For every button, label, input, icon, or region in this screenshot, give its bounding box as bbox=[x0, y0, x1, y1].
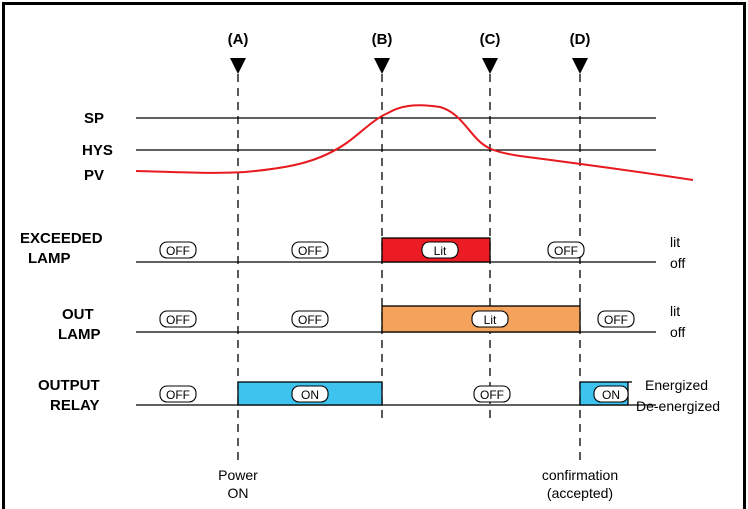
exceeded-title-1: EXCEEDED bbox=[20, 230, 103, 247]
confirmation-label-1: confirmation bbox=[542, 467, 618, 483]
exceeded-state-4: OFF bbox=[554, 244, 578, 258]
out-state-2: OFF bbox=[298, 313, 322, 327]
exceeded-state-1: OFF bbox=[166, 244, 190, 258]
row-output-relay: OUTPUT RELAY OFF ON OFF ON Energized De-… bbox=[38, 377, 720, 414]
out-state-1: OFF bbox=[166, 313, 190, 327]
out-off-label: off bbox=[670, 324, 685, 340]
out-state-4: OFF bbox=[604, 313, 628, 327]
out-title-1: OUT bbox=[62, 306, 94, 323]
marker-a: (A) bbox=[228, 31, 249, 460]
marker-c-arrow bbox=[482, 58, 498, 74]
relay-deenergized-label: De-energized bbox=[636, 398, 720, 414]
relay-state-pill: OFF bbox=[473, 385, 511, 403]
exceeded-state-3: Lit bbox=[434, 244, 447, 258]
relay-energized-label: Energized bbox=[645, 377, 708, 393]
row-exceeded-lamp: EXCEEDED LAMP OFF OFF Lit OFF lit off bbox=[20, 230, 685, 271]
marker-a-label: (A) bbox=[228, 31, 249, 48]
out-lit-label: lit bbox=[670, 303, 680, 319]
exceeded-state-pill: OFF bbox=[159, 241, 197, 259]
relay-state-pill: ON bbox=[291, 385, 329, 403]
out-state-3: Lit bbox=[484, 313, 497, 327]
power-on-label-1: Power bbox=[218, 467, 258, 483]
marker-c: (C) bbox=[480, 31, 501, 424]
confirmation-label-2: (accepted) bbox=[547, 485, 613, 501]
relay-state-1: OFF bbox=[166, 388, 190, 402]
marker-a-arrow bbox=[230, 58, 246, 74]
relay-state-2: ON bbox=[301, 388, 319, 402]
exceeded-state-pill: OFF bbox=[547, 241, 585, 259]
marker-b-label: (B) bbox=[372, 31, 393, 48]
sp-label: SP bbox=[84, 110, 104, 127]
pv-curve bbox=[135, 104, 694, 181]
exceeded-state-pill: OFF bbox=[291, 241, 329, 259]
exceeded-title-2: LAMP bbox=[28, 250, 71, 267]
relay-state-4: ON bbox=[602, 388, 620, 402]
exceeded-off-label: off bbox=[670, 255, 685, 271]
marker-d-arrow bbox=[572, 58, 588, 74]
out-state-pill: Lit bbox=[471, 310, 509, 328]
relay-state-pill: ON bbox=[593, 385, 629, 403]
marker-b: (B) bbox=[372, 31, 393, 424]
exceeded-state-2: OFF bbox=[298, 244, 322, 258]
exceeded-lit-label: lit bbox=[670, 234, 680, 250]
marker-d: (D) bbox=[570, 31, 591, 460]
exceeded-state-pill: Lit bbox=[421, 241, 459, 259]
relay-state-3: OFF bbox=[480, 388, 504, 402]
relay-state-pill: OFF bbox=[159, 385, 197, 403]
out-state-pill: OFF bbox=[597, 310, 635, 328]
out-title-2: LAMP bbox=[58, 326, 101, 343]
marker-d-label: (D) bbox=[570, 31, 591, 48]
row-out-lamp: OUT LAMP OFF OFF Lit OFF lit off bbox=[58, 303, 685, 343]
relay-title-2: RELAY bbox=[50, 397, 99, 414]
power-on-label-2: ON bbox=[228, 485, 249, 501]
relay-title-1: OUTPUT bbox=[38, 377, 100, 394]
hys-label: HYS bbox=[82, 142, 113, 159]
out-state-pill: OFF bbox=[291, 310, 329, 328]
marker-c-label: (C) bbox=[480, 31, 501, 48]
marker-b-arrow bbox=[374, 58, 390, 74]
out-state-pill: OFF bbox=[159, 310, 197, 328]
pv-label: PV bbox=[84, 167, 104, 184]
